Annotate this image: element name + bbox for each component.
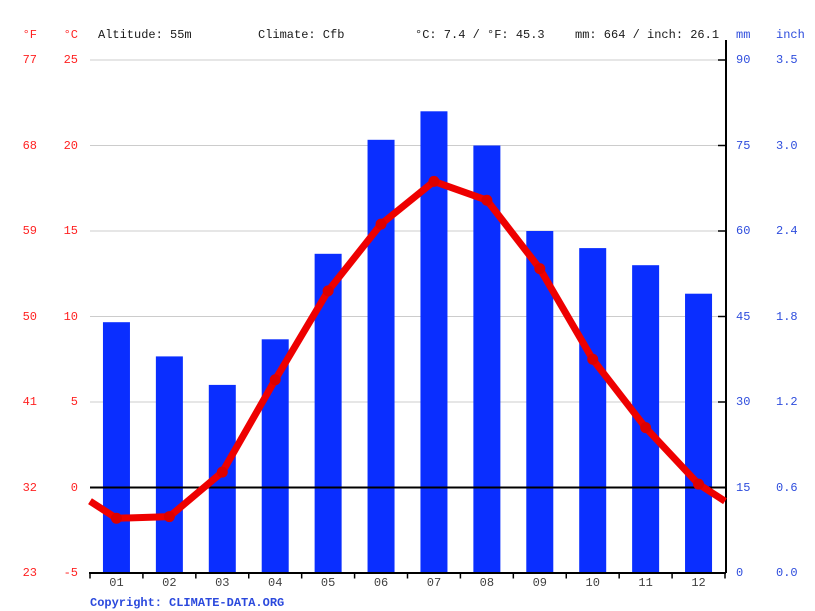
month-label-10: 10	[585, 576, 600, 590]
copyright-prefix: Copyright:	[90, 596, 163, 610]
month-label-01: 01	[109, 576, 124, 590]
mm-tick-label: 75	[736, 138, 751, 153]
precipitation-bar-02	[155, 356, 183, 573]
mm-tick-label: 45	[736, 309, 751, 324]
temperature-point-05	[322, 285, 334, 297]
inch-tick-label: 1.8	[776, 309, 798, 324]
inch-axis-title: inch	[776, 28, 805, 42]
fahrenheit-tick-label: 59	[22, 224, 37, 238]
precipitation-bar-06	[367, 139, 395, 574]
mm-tick-label: 90	[736, 53, 751, 67]
inch-tick-label: 1.2	[776, 395, 798, 409]
month-label-04: 04	[268, 576, 283, 590]
annual-precipitation-label: mm: 664 / inch: 26.1	[575, 28, 720, 42]
mm-tick-label: 60	[736, 224, 751, 238]
month-label-03: 03	[215, 576, 230, 590]
fahrenheit-tick-label: 41	[22, 395, 37, 409]
temperature-point-06	[375, 218, 387, 230]
temperature-point-01	[110, 512, 122, 524]
celsius-tick-label: 10	[63, 309, 78, 324]
month-label-06: 06	[373, 576, 389, 590]
fahrenheit-tick-label: 23	[22, 566, 37, 580]
temperature-point-02	[163, 511, 175, 523]
temperature-point-07	[428, 175, 440, 187]
celsius-tick-label: -5	[63, 566, 78, 580]
temperature-point-09	[534, 263, 546, 275]
fahrenheit-tick-label: 32	[22, 480, 37, 495]
climate-classification-label: Climate: Cfb	[258, 28, 345, 42]
celsius-tick-label: 20	[63, 138, 78, 153]
fahrenheit-tick-label: 77	[22, 53, 37, 67]
mm-tick-label: 15	[736, 480, 751, 495]
month-label-09: 09	[532, 576, 547, 590]
celsius-tick-label: 0	[70, 480, 78, 495]
month-label-12: 12	[691, 576, 706, 590]
copyright-line: Copyright: CLIMATE-DATA.ORG	[90, 596, 284, 611]
month-label-02: 02	[162, 576, 177, 590]
fahrenheit-tick-label: 68	[22, 138, 37, 153]
inch-tick-label: 2.4	[776, 224, 798, 238]
temperature-point-04	[269, 374, 281, 386]
temperature-point-08	[481, 194, 493, 206]
temperature-line	[88, 177, 727, 522]
celsius-axis-title: °C	[63, 28, 78, 42]
fahrenheit-axis-title: °F	[22, 28, 37, 42]
copyright-link[interactable]: CLIMATE-DATA.ORG	[169, 596, 285, 610]
celsius-tick-label: 5	[70, 395, 78, 409]
month-label-11: 11	[638, 576, 653, 590]
altitude-label: Altitude: 55m	[98, 28, 192, 42]
celsius-tick-label: 25	[63, 53, 78, 67]
celsius-tick-label: 15	[63, 224, 78, 238]
precipitation-bar-12	[685, 293, 713, 573]
mm-tick-label: 30	[736, 395, 751, 409]
temperature-point-11	[640, 422, 652, 434]
precipitation-bar-01	[102, 322, 130, 573]
inch-tick-label: 0.6	[776, 480, 798, 495]
inch-tick-label: 0.0	[776, 566, 798, 580]
month-label-07: 07	[426, 576, 442, 590]
temperature-point-10	[587, 353, 599, 365]
month-label-05: 05	[320, 576, 336, 590]
inch-tick-label: 3.0	[776, 138, 798, 153]
temperature-point-03	[216, 466, 228, 478]
mm-tick-label: 0	[736, 566, 744, 580]
fahrenheit-tick-label: 50	[22, 309, 37, 324]
inch-tick-label: 3.5	[776, 53, 798, 67]
mm-axis-title: mm	[736, 28, 751, 42]
temperature-point-12	[693, 478, 705, 490]
precipitation-bar-10	[579, 248, 607, 573]
average-temperature-label: °C: 7.4 / °F: 45.3	[415, 28, 545, 42]
month-label-08: 08	[479, 576, 495, 590]
